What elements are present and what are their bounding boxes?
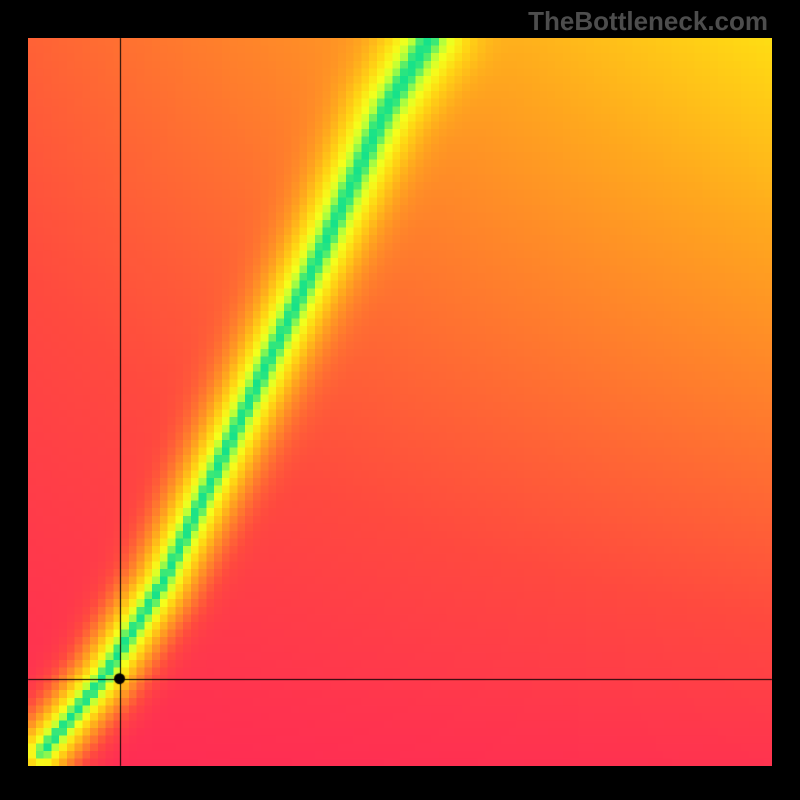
watermark-text: TheBottleneck.com — [528, 6, 768, 37]
chart-root: TheBottleneck.com — [0, 0, 800, 800]
crosshair-overlay — [0, 0, 800, 800]
